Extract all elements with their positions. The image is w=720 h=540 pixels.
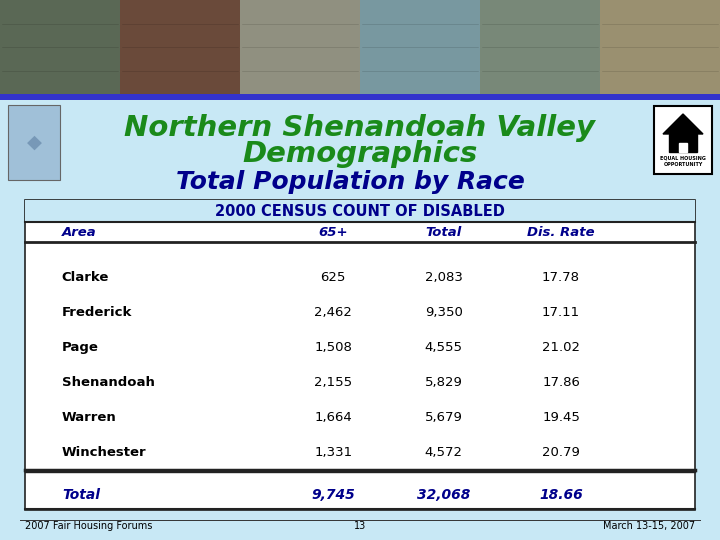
FancyBboxPatch shape [25,200,695,510]
Text: ◆: ◆ [27,133,42,152]
Text: Demographics: Demographics [243,140,477,168]
Text: 2,155: 2,155 [314,376,352,389]
Text: Winchester: Winchester [62,447,146,460]
FancyBboxPatch shape [654,106,712,174]
Text: 17.78: 17.78 [542,271,580,284]
Text: 20.79: 20.79 [542,447,580,460]
Text: 2,083: 2,083 [425,271,463,284]
Text: 21.02: 21.02 [542,341,580,354]
Text: EQUAL HOUSING: EQUAL HOUSING [660,156,706,160]
FancyBboxPatch shape [600,0,720,94]
Text: 1,331: 1,331 [314,447,352,460]
Polygon shape [669,134,697,152]
FancyBboxPatch shape [25,200,695,222]
Text: 5,829: 5,829 [425,376,463,389]
Text: Total: Total [426,226,462,239]
Text: 5,679: 5,679 [425,411,463,424]
FancyBboxPatch shape [0,0,120,94]
FancyBboxPatch shape [240,0,360,94]
Text: 17.86: 17.86 [542,376,580,389]
FancyBboxPatch shape [480,0,600,94]
Text: 1,664: 1,664 [315,411,352,424]
Text: 18.66: 18.66 [539,488,583,502]
Text: Frederick: Frederick [62,306,132,319]
Polygon shape [679,143,687,152]
FancyBboxPatch shape [360,0,480,94]
Polygon shape [663,114,703,134]
Text: 625: 625 [320,271,346,284]
Text: Clarke: Clarke [62,271,109,284]
Text: 9,745: 9,745 [311,488,355,502]
Text: 2007 Fair Housing Forums: 2007 Fair Housing Forums [25,521,153,531]
Text: OPPORTUNITY: OPPORTUNITY [663,163,703,167]
Text: Area: Area [62,226,96,239]
Text: Total Population by Race: Total Population by Race [176,170,524,194]
Text: Dis. Rate: Dis. Rate [527,226,595,239]
Text: 1,508: 1,508 [314,341,352,354]
FancyBboxPatch shape [8,105,60,180]
Text: Page: Page [62,341,99,354]
FancyBboxPatch shape [0,94,720,100]
Text: 17.11: 17.11 [542,306,580,319]
FancyBboxPatch shape [120,0,240,94]
Text: 4,572: 4,572 [425,447,463,460]
Text: 65+: 65+ [318,226,348,239]
Text: 19.45: 19.45 [542,411,580,424]
Text: Total: Total [62,488,100,502]
Text: 13: 13 [354,521,366,531]
Text: 32,068: 32,068 [417,488,470,502]
Text: Warren: Warren [62,411,117,424]
Text: Northern Shenandoah Valley: Northern Shenandoah Valley [125,114,595,142]
Text: March 13-15, 2007: March 13-15, 2007 [603,521,695,531]
Text: 2000 CENSUS COUNT OF DISABLED: 2000 CENSUS COUNT OF DISABLED [215,204,505,219]
Text: 9,350: 9,350 [425,306,463,319]
Text: Shenandoah: Shenandoah [62,376,155,389]
Text: 4,555: 4,555 [425,341,463,354]
Text: 2,462: 2,462 [314,306,352,319]
